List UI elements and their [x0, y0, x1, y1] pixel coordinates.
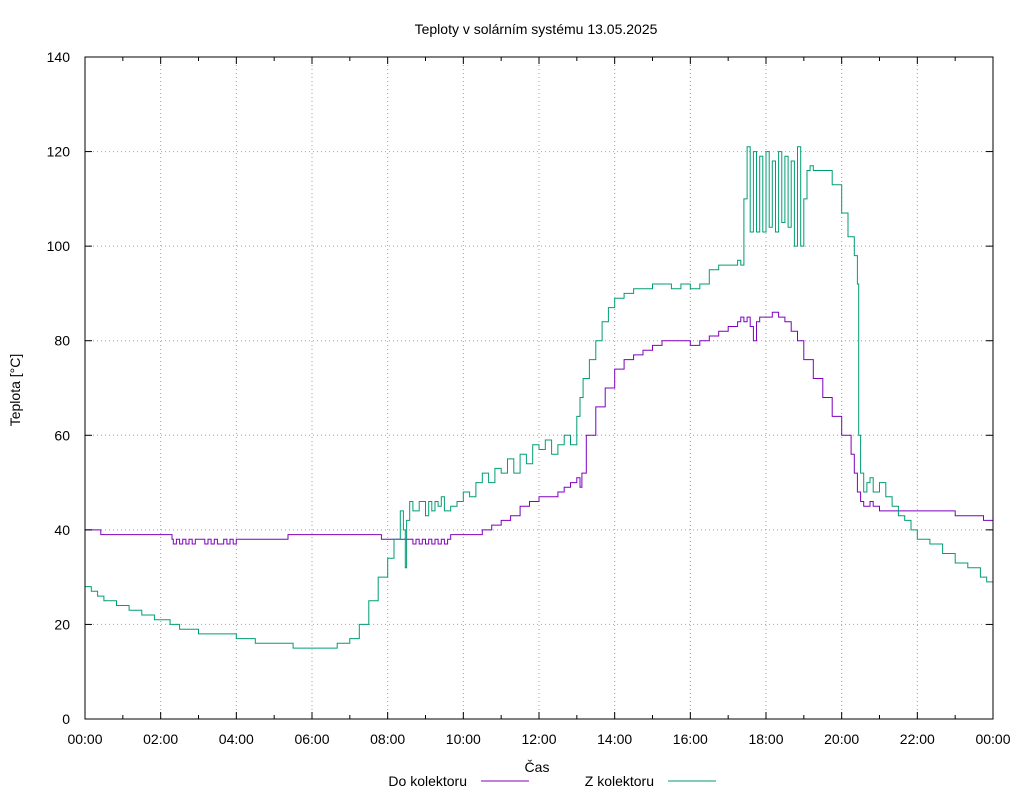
x-tick-label: 12:00	[521, 731, 556, 747]
x-tick-label: 14:00	[597, 731, 632, 747]
x-tick-label: 08:00	[370, 731, 405, 747]
series-line-do-kolektoru	[85, 311, 994, 545]
series-line-z-kolektoru	[85, 146, 993, 649]
x-axis-label: Čas	[525, 759, 550, 775]
x-tick-label: 00:00	[67, 731, 102, 747]
y-tick-label: 0	[62, 711, 70, 727]
x-tick-label: 16:00	[673, 731, 708, 747]
x-tick-label: 18:00	[748, 731, 783, 747]
x-tick-label: 22:00	[900, 731, 935, 747]
plot-frame	[84, 56, 994, 720]
y-tick-label: 60	[54, 427, 70, 443]
legend: Do kolektoru Z kolektoru	[388, 773, 716, 789]
y-axis-label: Teplota [°C]	[7, 354, 23, 427]
x-tick-label: 06:00	[294, 731, 329, 747]
x-tick-label: 20:00	[824, 731, 859, 747]
y-tick-label: 100	[47, 238, 71, 254]
x-tick-label: 10:00	[446, 731, 481, 747]
x-tick-label: 02:00	[143, 731, 178, 747]
y-tick-label: 120	[47, 144, 71, 160]
chart-title: Teploty v solárním systému 13.05.2025	[415, 21, 658, 37]
series-layer	[85, 146, 994, 649]
y-tick-label: 140	[47, 49, 71, 65]
ticks: 00:00 02:00 04:00 06:00 08:00 10:00 12:00 14:00…	[47, 49, 1011, 747]
grid	[85, 57, 993, 719]
y-tick-label: 40	[54, 522, 70, 538]
y-tick-label: 80	[54, 333, 70, 349]
legend-label-z-kolektoru: Z kolektoru	[585, 773, 654, 789]
legend-label-do-kolektoru: Do kolektoru	[388, 773, 467, 789]
x-tick-label: 00:00	[975, 731, 1010, 747]
y-tick-label: 20	[54, 616, 70, 632]
x-tick-label: 04:00	[219, 731, 254, 747]
